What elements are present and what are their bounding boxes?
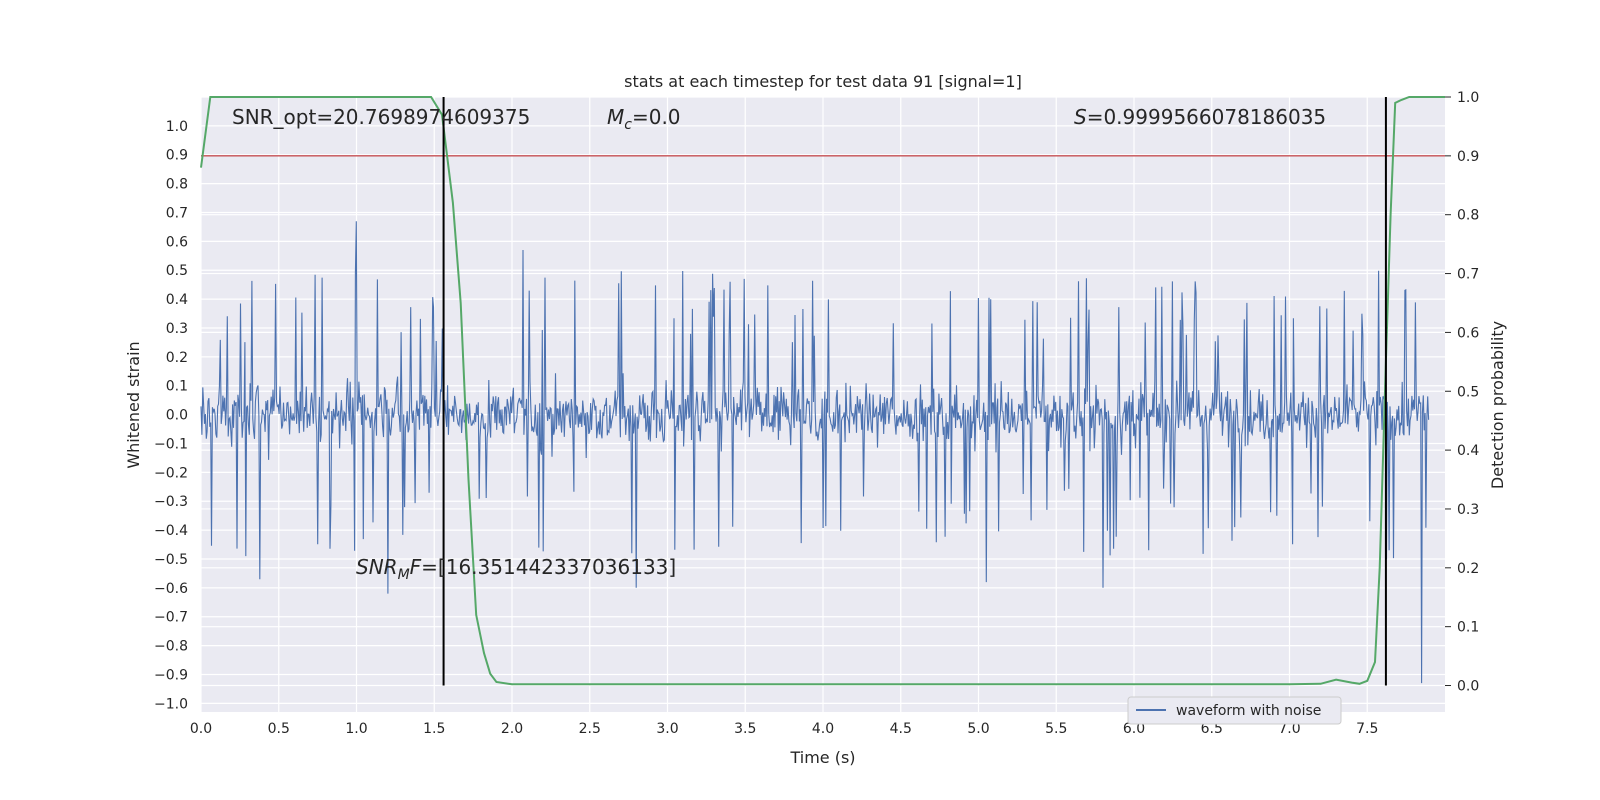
x-axis-label: Time (s) (789, 748, 855, 767)
y-left-tick-label: 0.9 (166, 148, 188, 164)
legend-box (1127, 696, 1342, 725)
annotation-s: S=0.9999566078186035 (1074, 105, 1326, 129)
y-left-tick-label: 0.3 (166, 321, 188, 337)
y-right-tick-label: 0.3 (1457, 502, 1479, 518)
y-left-tick-label: −0.1 (154, 436, 188, 452)
x-tick-label: 0.0 (190, 721, 212, 737)
y-left-tick-label: 0.5 (166, 263, 188, 279)
x-tick-label: 1.0 (345, 721, 367, 737)
y-left-tick-label: 0.4 (166, 292, 188, 308)
x-tick-label: 6.0 (1123, 721, 1145, 737)
x-tick-label: 3.0 (656, 721, 678, 737)
y-right-tick-label: 0.4 (1457, 443, 1479, 459)
y-left-tick-label: 0.6 (166, 234, 188, 250)
x-tick-label: 3.5 (734, 721, 756, 737)
x-tick-label: 5.5 (1045, 721, 1067, 737)
y-left-tick-label: 1.0 (166, 119, 188, 135)
y-left-tick-label: −0.5 (154, 552, 188, 568)
x-tick-label: 1.5 (423, 721, 445, 737)
y-right-tick-label: 0.5 (1457, 384, 1479, 400)
x-tick-label: 4.0 (812, 721, 834, 737)
overlays (200, 96, 1445, 686)
y-left-tick-label: −0.3 (154, 494, 188, 510)
y-right-tick-label: 0.1 (1457, 620, 1479, 636)
x-tick-label: 6.5 (1201, 721, 1223, 737)
annotation-mc: Mc=0.0 (607, 105, 681, 133)
y-right-tick-label: 0.8 (1457, 208, 1479, 224)
y-left-tick-label: −0.6 (154, 581, 188, 597)
x-tick-label: 4.5 (890, 721, 912, 737)
x-tick-label: 2.0 (501, 721, 523, 737)
y-right-tick-label: 0.7 (1457, 267, 1479, 283)
y-left-tick-label: 0.0 (166, 408, 188, 424)
y-left-tick-label: 0.8 (166, 177, 188, 193)
y-right-tick-label: 0.9 (1457, 149, 1479, 165)
grid (200, 96, 1445, 712)
y-right-tick-label: 0.2 (1457, 561, 1479, 577)
y-axis-label-right: Detection probability (1488, 321, 1507, 489)
x-tick-label: 2.5 (579, 721, 601, 737)
annotation-snr-mf: SNRMF=[16.351442337036133] (356, 555, 676, 583)
x-tick-label: 7.0 (1278, 721, 1300, 737)
y-left-tick-label: −1.0 (154, 696, 188, 712)
legend-label-waveform: waveform with noise (1176, 703, 1321, 719)
waveform-line (200, 221, 1430, 684)
y-left-tick-label: 0.7 (166, 205, 188, 221)
y-right-tick-label: 0.0 (1457, 679, 1479, 695)
y-left-tick-label: −0.2 (154, 465, 188, 481)
ticks: 0.0 0.5 1.0 1.5 2.0 2.5 3.0 3.5 4.0 4.5 5.0 5.5 6.0 6… (154, 90, 1479, 737)
y-right-tick-label: 1.0 (1457, 90, 1479, 106)
series-waveform-with-noise (200, 221, 1430, 684)
x-tick-label: 5.0 (967, 721, 989, 737)
y-axis-label-left: Whitened strain (124, 341, 143, 468)
y-left-tick-label: −0.4 (154, 523, 188, 539)
detection-probability-line (200, 96, 1445, 686)
chart-title: stats at each timestep for test data 91 … (624, 72, 1022, 91)
y-left-tick-label: −0.9 (154, 667, 188, 683)
y-right-tick-label: 0.6 (1457, 325, 1479, 341)
y-left-tick-label: −0.8 (154, 639, 188, 655)
annotation-snr-opt: SNR_opt=20.7698974609375 (232, 105, 530, 129)
x-tick-label: 0.5 (268, 721, 290, 737)
legend: waveform with noise (1127, 696, 1342, 725)
y-left-tick-label: −0.7 (154, 610, 188, 626)
y-left-tick-label: 0.2 (166, 350, 188, 366)
x-tick-label: 7.5 (1356, 721, 1378, 737)
y-left-tick-label: 0.1 (166, 379, 188, 395)
